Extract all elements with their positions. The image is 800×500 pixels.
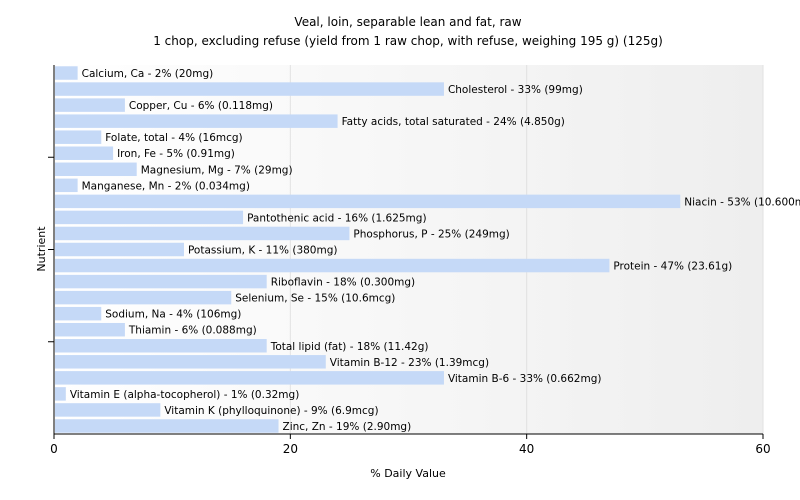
bar-label: Sodium, Na - 4% (106mg) bbox=[105, 309, 241, 321]
bar bbox=[55, 387, 66, 401]
bar bbox=[55, 210, 244, 225]
bar-label: Potassium, K - 11% (380mg) bbox=[188, 245, 338, 257]
bar-labels-group: Calcium, Ca - 2% (20mg) Cholesterol - 33%… bbox=[70, 68, 800, 433]
y-axis-label: Nutrient bbox=[35, 226, 48, 272]
bar-label: Calcium, Ca - 2% (20mg) bbox=[82, 68, 214, 80]
bar bbox=[55, 82, 444, 96]
bar bbox=[55, 419, 279, 433]
bar bbox=[55, 226, 350, 241]
bar-label: Riboflavin - 18% (0.300mg) bbox=[271, 277, 415, 289]
bars-group bbox=[55, 66, 681, 433]
bar-label: Cholesterol - 33% (99mg) bbox=[448, 84, 583, 96]
bar-label: Iron, Fe - 5% (0.91mg) bbox=[117, 148, 235, 160]
bar-label: Protein - 47% (23.61g) bbox=[613, 261, 732, 273]
bar bbox=[55, 258, 610, 273]
bar-label: Selenium, Se - 15% (10.6mcg) bbox=[235, 293, 395, 305]
bar bbox=[55, 339, 267, 353]
chart-subtitle: 1 chop, excluding refuse (yield from 1 r… bbox=[153, 34, 663, 48]
bar-label: Copper, Cu - 6% (0.118mg) bbox=[129, 100, 273, 112]
bar bbox=[55, 162, 137, 177]
bar-label: Niacin - 53% (10.600mg) bbox=[684, 196, 800, 208]
x-tick-label: 40 bbox=[519, 442, 534, 456]
x-tick-label: 0 bbox=[50, 442, 58, 456]
bar bbox=[55, 322, 125, 337]
x-axis-label: % Daily Value bbox=[370, 467, 446, 480]
bar-label: Manganese, Mn - 2% (0.034mg) bbox=[82, 180, 250, 192]
bar-label: Vitamin B-6 - 33% (0.662mg) bbox=[448, 373, 602, 385]
bar bbox=[55, 242, 184, 257]
bar bbox=[55, 66, 78, 80]
bar-label: Total lipid (fat) - 18% (11.42g) bbox=[270, 341, 429, 353]
bar-label: Fatty acids, total saturated - 24% (4.85… bbox=[342, 116, 565, 128]
bar bbox=[55, 290, 232, 305]
chart-title: Veal, loin, separable lean and fat, raw bbox=[294, 15, 521, 29]
bar-label: Folate, total - 4% (16mcg) bbox=[105, 132, 242, 144]
bar-label: Pantothenic acid - 16% (1.625mg) bbox=[247, 212, 426, 224]
bar bbox=[55, 371, 444, 385]
bar-label: Magnesium, Mg - 7% (29mg) bbox=[141, 164, 293, 176]
bar bbox=[55, 355, 326, 369]
bar bbox=[55, 306, 102, 321]
bar bbox=[55, 98, 125, 112]
x-tick-label: 60 bbox=[755, 442, 770, 456]
x-tick-label: 20 bbox=[283, 442, 298, 456]
bar bbox=[55, 146, 114, 160]
bar-label: Vitamin B-12 - 23% (1.39mcg) bbox=[330, 357, 489, 369]
x-axis-ticks: 0 20 40 60 bbox=[50, 434, 771, 456]
bar bbox=[55, 130, 102, 144]
bar-label: Vitamin E (alpha-tocopherol) - 1% (0.32m… bbox=[70, 389, 299, 401]
bar bbox=[55, 403, 161, 417]
bar bbox=[55, 194, 681, 209]
bar bbox=[55, 178, 78, 193]
bar-label: Zinc, Zn - 19% (2.90mg) bbox=[283, 421, 412, 433]
bar-label: Thiamin - 6% (0.088mg) bbox=[128, 325, 257, 337]
bar-label: Vitamin K (phylloquinone) - 9% (6.9mcg) bbox=[164, 405, 378, 417]
bar bbox=[55, 274, 267, 289]
bar bbox=[55, 114, 338, 128]
y-axis-ticks bbox=[48, 156, 54, 343]
bar-label: Phosphorus, P - 25% (249mg) bbox=[353, 228, 509, 240]
